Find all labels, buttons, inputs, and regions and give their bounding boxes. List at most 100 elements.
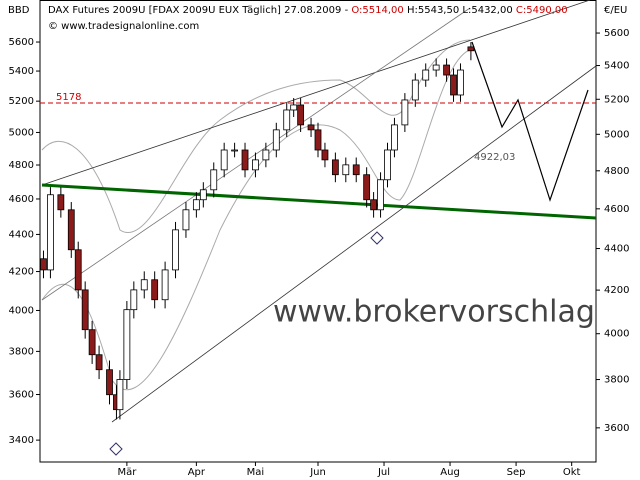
candle-body: [192, 199, 200, 211]
y-tick-label: 5400: [9, 66, 34, 77]
x-tick-label: Jul: [377, 467, 390, 478]
reference-label: 5178: [56, 92, 81, 103]
y-tick-label: 5200: [9, 96, 34, 107]
candle-body: [450, 74, 457, 96]
channel-line: [41, 7, 471, 301]
y-tick-label: 3400: [9, 435, 34, 446]
y2-tick-label: 4600: [604, 204, 629, 215]
candle-body: [116, 379, 124, 411]
open-label: O:5514,00: [351, 5, 403, 16]
candle-body: [401, 99, 409, 126]
y-tick-label: 4600: [9, 194, 34, 205]
y2-tick-label: 3800: [604, 375, 629, 386]
candle-body: [231, 149, 239, 152]
marks: 3400 3600 3800 4000 4200 4400 4600 4800 5000 5200…: [9, 28, 630, 478]
y2-tick-label: 4800: [604, 166, 629, 177]
instrument: DAX Futures 2009U [FDAX 2009U EUX Täglic…: [48, 5, 568, 16]
candle-body: [422, 69, 430, 81]
candle-body: [384, 149, 391, 181]
candle-body: [74, 249, 82, 291]
candle-body: [220, 149, 228, 171]
candle-body: [272, 129, 280, 151]
y-tick-label: 3600: [9, 390, 34, 401]
candle-body: [172, 229, 179, 271]
projection-arrows: [471, 41, 589, 202]
candle-body: [130, 289, 138, 311]
y-axis-label: BBD: [8, 5, 30, 16]
candle-body: [182, 209, 190, 231]
y-tick-label: 5000: [9, 127, 34, 138]
x-tick-label: Mai: [247, 467, 265, 478]
candle-body: [151, 279, 159, 301]
candle-body: [57, 194, 65, 211]
instrument-name: DAX Futures 2009U [FDAX 2009U EUX Täglic…: [48, 5, 349, 16]
y2-tick-label: 4200: [604, 285, 629, 296]
signal-markers: [109, 231, 384, 456]
candle-body: [290, 104, 298, 111]
y-tick-label: 4800: [9, 160, 34, 171]
candle-body: [95, 354, 103, 371]
candle-body: [241, 149, 249, 171]
candle-body: [81, 289, 89, 331]
watermark-clip: www.brokervorschlag.c: [273, 295, 621, 330]
candle-body: [199, 189, 207, 201]
low-label: L:5432,00: [462, 5, 512, 16]
candle-body: [262, 149, 270, 161]
y2-tick-label: 5400: [604, 61, 629, 72]
candle-body: [411, 79, 419, 101]
x-tick-label: Sep: [507, 467, 526, 478]
x-tick-label: Mär: [117, 467, 137, 478]
candle-body: [140, 279, 148, 291]
support-line: [111, 65, 597, 423]
candle-body: [106, 369, 113, 396]
resistance-line: [41, 0, 591, 186]
candle-body: [443, 64, 450, 76]
y-tick-label: 3800: [9, 346, 34, 357]
candle-body: [307, 124, 315, 131]
x-tick-label: Aug: [440, 467, 460, 478]
x-tick-label: Jun: [309, 467, 326, 478]
trend-line: [41, 183, 597, 220]
y-tick-label: 4200: [9, 267, 34, 278]
candle-body: [283, 109, 291, 131]
y-tick-label: 4400: [9, 229, 34, 240]
y2-axis-label: €/EU: [604, 5, 627, 16]
candle-body: [210, 169, 218, 191]
candle-body: [321, 149, 329, 161]
y2-tick-label: 5000: [604, 129, 629, 140]
candle-body: [342, 164, 350, 176]
annotation: 4922,03: [474, 152, 515, 163]
candle-body: [47, 194, 54, 271]
close-label: C:5490,00: [516, 5, 568, 16]
watermark: www.brokervorschlag.c: [273, 295, 621, 330]
candle-body: [370, 199, 378, 211]
candle-body: [123, 309, 131, 380]
candle-body: [467, 46, 475, 52]
y2-tick-label: 4400: [604, 244, 629, 255]
x-tick-label: Apr: [188, 467, 206, 478]
y2-tick-label: 4000: [604, 329, 629, 340]
candle-body: [432, 64, 440, 71]
candle-body: [377, 179, 384, 211]
copyright: © www.tradesignalonline.com: [48, 21, 199, 32]
y2-tick-label: 3600: [604, 423, 629, 434]
y-tick-label: 5600: [9, 37, 34, 48]
candle-body: [331, 159, 339, 176]
candle-body: [363, 174, 371, 201]
candle-body: [88, 329, 96, 356]
high-label: H:5543,50: [407, 5, 459, 16]
candle-body: [314, 129, 322, 151]
candle-body: [252, 159, 259, 171]
candle-body: [67, 209, 75, 251]
y2-tick-label: 5600: [604, 28, 629, 39]
y-tick-label: 4000: [9, 305, 34, 316]
band-upper: [41, 39, 471, 234]
candle-body: [352, 164, 360, 176]
candle-body: [297, 104, 305, 126]
x-tick-label: Okt: [563, 467, 581, 478]
candle-body: [391, 124, 398, 151]
candle-body: [40, 258, 47, 271]
y2-tick-label: 5200: [604, 94, 629, 105]
candle-body: [457, 69, 464, 96]
